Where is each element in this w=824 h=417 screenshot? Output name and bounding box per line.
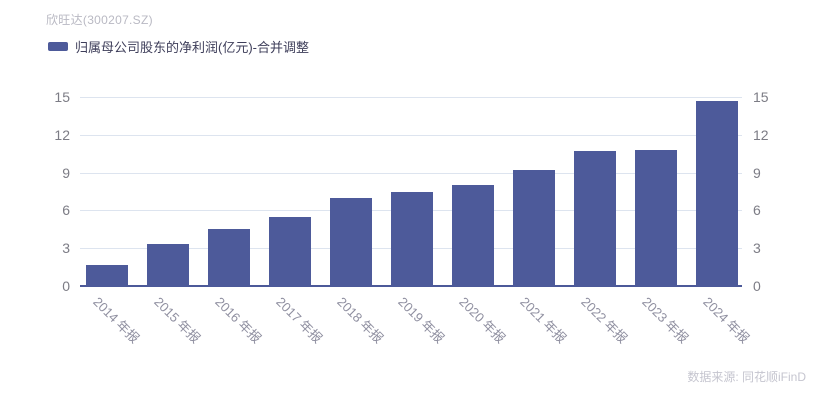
gridline <box>80 97 742 98</box>
y-axis-tick-label-right: 6 <box>753 202 761 219</box>
x-axis-label: 2023 年报 <box>639 294 692 347</box>
y-axis-tick-label-right: 12 <box>753 126 769 143</box>
bar[interactable] <box>635 149 677 286</box>
x-axis-label: 2017 年报 <box>273 294 326 347</box>
plot-area <box>80 97 742 287</box>
x-axis-label: 2015 年报 <box>151 294 204 347</box>
bar[interactable] <box>452 185 494 286</box>
legend-swatch-icon <box>48 42 68 51</box>
y-axis-tick-label-left: 3 <box>62 240 70 257</box>
bar[interactable] <box>269 216 311 286</box>
bar[interactable] <box>208 229 250 286</box>
y-axis-tick-label-right: 0 <box>753 278 761 294</box>
y-axis-tick-label-left: 6 <box>62 202 70 219</box>
x-axis-label: 2016 年报 <box>212 294 265 347</box>
legend-label: 归属母公司股东的净利润(亿元)-合并调整 <box>75 40 309 55</box>
bar[interactable] <box>513 170 555 286</box>
y-axis-tick-label-left: 0 <box>62 278 70 294</box>
x-axis-label: 2020 年报 <box>456 294 509 347</box>
bar[interactable] <box>574 151 616 286</box>
x-axis-label: 2024 年报 <box>700 294 753 347</box>
y-axis-tick-label-left: 12 <box>54 126 70 143</box>
y-axis-tick-label-left: 15 <box>54 89 70 105</box>
y-axis-tick-label-right: 15 <box>753 89 769 105</box>
bar[interactable] <box>147 244 189 286</box>
x-axis-label: 2018 年报 <box>334 294 387 347</box>
gridline <box>80 134 742 136</box>
x-axis-line <box>80 285 742 287</box>
x-axis-label: 2021 年报 <box>517 294 570 347</box>
bar[interactable] <box>86 264 128 286</box>
y-axis-tick-label-right: 3 <box>753 240 761 257</box>
bar[interactable] <box>391 191 433 286</box>
legend-item[interactable]: 归属母公司股东的净利润(亿元)-合并调整 <box>48 37 309 56</box>
y-axis-tick-label-left: 9 <box>62 164 70 181</box>
data-source-note: 数据来源: 同花顺iFinD <box>687 370 806 384</box>
bar[interactable] <box>330 197 372 286</box>
x-axis-label: 2019 年报 <box>395 294 448 347</box>
page-title: 欣旺达(300207.SZ) <box>46 13 153 27</box>
y-axis-tick-label-right: 9 <box>753 164 761 181</box>
x-axis-label: 2022 年报 <box>578 294 631 347</box>
gridline <box>80 172 742 174</box>
bar[interactable] <box>696 100 738 286</box>
x-axis-label: 2014 年报 <box>90 294 143 347</box>
